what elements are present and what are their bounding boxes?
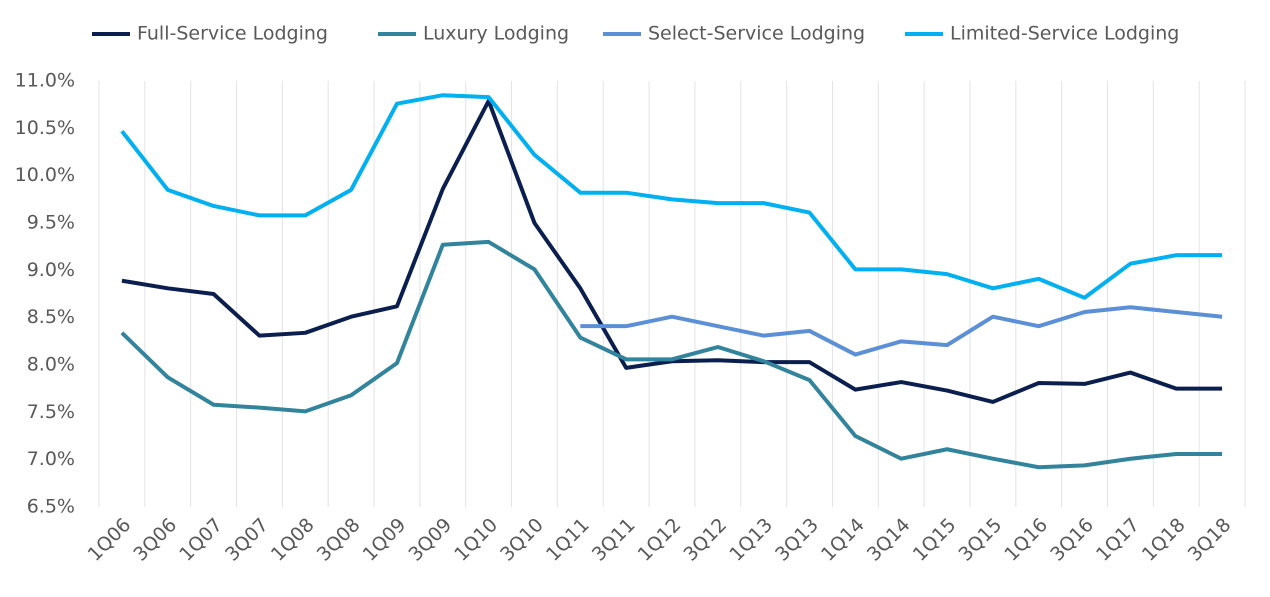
x-tick-label: 3Q12 — [679, 514, 731, 566]
legend-label: Luxury Lodging — [423, 23, 569, 45]
legend-label: Full-Service Lodging — [137, 23, 328, 45]
x-tick-label: 1Q17 — [1092, 514, 1144, 566]
x-tick-label: 1Q10 — [450, 514, 502, 566]
series-line — [121, 98, 1223, 404]
x-tick-label: 1Q18 — [1138, 514, 1190, 566]
x-tick-label: 1Q09 — [359, 514, 411, 566]
x-tick-label: 3Q08 — [313, 514, 365, 566]
x-tick-label: 3Q18 — [1184, 514, 1236, 566]
x-tick-label: 3Q10 — [496, 514, 548, 566]
y-tick-label: 6.5% — [27, 496, 75, 518]
y-tick-label: 11.0% — [15, 70, 75, 92]
x-tick-label: 1Q08 — [267, 514, 319, 566]
x-tick-label: 3Q13 — [771, 514, 823, 566]
legend-label: Limited-Service Lodging — [950, 23, 1179, 45]
y-tick-label: 10.5% — [15, 117, 75, 139]
x-tick-label: 3Q14 — [863, 514, 915, 566]
x-tick-label: 1Q15 — [909, 514, 961, 566]
y-tick-label: 7.0% — [27, 448, 75, 470]
x-tick-label: 3Q07 — [221, 514, 273, 566]
x-tick-label: 3Q16 — [1046, 514, 1098, 566]
y-tick-label: 8.0% — [27, 354, 75, 376]
x-tick-label: 1Q07 — [175, 514, 227, 566]
x-tick-label: 3Q06 — [129, 514, 181, 566]
legend-label: Select-Service Lodging — [648, 23, 865, 45]
x-tick-label: 1Q12 — [634, 514, 686, 566]
x-tick-label: 1Q11 — [542, 514, 594, 566]
y-tick-label: 9.0% — [27, 259, 75, 281]
x-tick-label: 3Q09 — [404, 514, 456, 566]
series-line — [120, 239, 1223, 470]
series-line — [120, 93, 1223, 300]
x-tick-label: 1Q16 — [1000, 514, 1052, 566]
series-line — [580, 305, 1223, 357]
x-tick-label: 1Q14 — [817, 514, 869, 566]
y-tick-label: 7.5% — [27, 401, 75, 423]
x-tick-label: 3Q15 — [955, 514, 1007, 566]
x-tick-label: 1Q13 — [725, 514, 777, 566]
y-tick-label: 10.0% — [15, 164, 75, 186]
x-tick-label: 3Q11 — [588, 514, 640, 566]
x-tick-label: 1Q06 — [84, 514, 136, 566]
y-tick-label: 9.5% — [27, 212, 75, 234]
y-tick-label: 8.5% — [27, 306, 75, 328]
